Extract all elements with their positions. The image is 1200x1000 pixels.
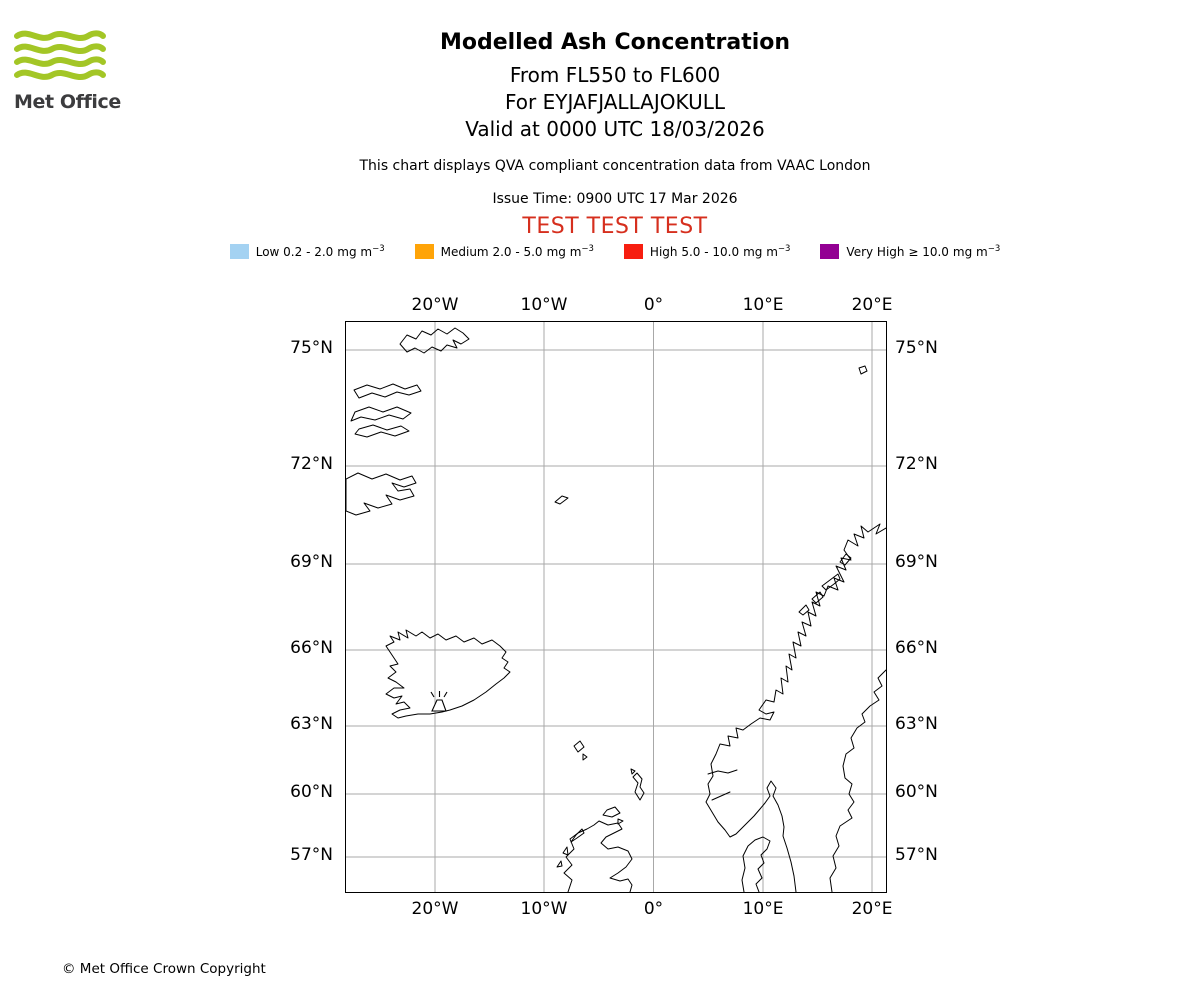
coastline-greenland-fjords <box>350 383 422 438</box>
lon-label-top: 20°W <box>411 295 459 315</box>
lon-label-bottom: 10°W <box>520 899 568 919</box>
concentration-legend: Low 0.2 - 2.0 mg m−3 Medium 2.0 - 5.0 mg… <box>30 244 1200 259</box>
coastline-denmark-jutland <box>741 836 771 892</box>
chart-subtitle-valid-time: Valid at 0000 UTC 18/03/2026 <box>465 117 765 141</box>
coastline-iceland <box>385 629 511 719</box>
lat-label-right: 75°N <box>895 338 938 358</box>
met-office-waves-icon <box>14 30 106 80</box>
legend-unit: mg m−3 <box>337 244 385 259</box>
lon-label-top: 0° <box>643 295 664 315</box>
chart-subtitle-volcano: For EYJAFJALLAJOKULL <box>505 90 725 114</box>
lat-label-left: 75°N <box>290 338 333 358</box>
coastline-scotland <box>563 820 633 892</box>
lon-label-top: 20°E <box>851 295 893 315</box>
qva-compliance-note: This chart displays QVA compliant concen… <box>359 158 871 174</box>
lon-label-top: 10°E <box>742 295 784 315</box>
coastline-bear-island <box>858 365 868 375</box>
lat-label-right: 66°N <box>895 638 938 658</box>
legend-item-low: Low 0.2 - 2.0 mg m−3 <box>229 244 385 259</box>
lat-label-right: 69°N <box>895 552 938 572</box>
lat-label-left: 66°N <box>290 638 333 658</box>
map-canvas <box>346 322 886 892</box>
legend-unit: mg m−3 <box>952 244 1001 259</box>
map-plot-area: 20°W 10°W 0° 10°E 20°E 20°W 10°W 0° 10°E… <box>290 295 938 919</box>
copyright-notice: © Met Office Crown Copyright <box>62 961 266 977</box>
chart-subtitle-flight-levels: From FL550 to FL600 <box>509 63 721 87</box>
legend-label-high: High 5.0 - 10.0 <box>649 244 740 259</box>
lon-label-bottom: 20°E <box>851 899 893 919</box>
lat-label-left: 72°N <box>290 454 333 474</box>
volcano-icon <box>430 691 448 712</box>
coastline-shetland <box>630 768 645 801</box>
lat-label-left: 69°N <box>290 552 333 572</box>
lat-label-right: 72°N <box>895 454 938 474</box>
lon-label-bottom: 20°W <box>411 899 459 919</box>
coastline-norway <box>705 523 886 892</box>
lon-label-bottom: 10°E <box>742 899 784 919</box>
lat-label-right: 57°N <box>895 845 938 865</box>
legend-item-very-high: Very High ≥ 10.0 mg m−3 <box>820 244 1000 259</box>
legend-unit: mg m−3 <box>546 244 594 259</box>
legend-swatch-low <box>229 244 249 259</box>
lon-label-top: 10°W <box>520 295 568 315</box>
lat-label-left: 57°N <box>290 845 333 865</box>
coastline-greenland-north <box>399 327 470 354</box>
legend-label-low: Low 0.2 - 2.0 <box>255 244 334 259</box>
coastline-faroe-islands <box>573 740 588 761</box>
legend-swatch-medium <box>414 244 434 259</box>
lon-label-bottom: 0° <box>643 899 664 919</box>
lat-label-left: 60°N <box>290 782 333 802</box>
coastlines <box>346 327 886 892</box>
met-office-logo-text: Met Office <box>14 91 121 113</box>
coastline-jan-mayen <box>554 495 569 505</box>
issue-time: Issue Time: 0900 UTC 17 Mar 2026 <box>492 191 738 207</box>
lat-label-left: 63°N <box>290 714 333 734</box>
graticule-grid <box>346 322 886 892</box>
test-banner: TEST TEST TEST <box>522 214 708 239</box>
legend-swatch-very-high <box>820 244 840 259</box>
lat-label-right: 63°N <box>895 714 938 734</box>
coastline-hebrides <box>556 828 585 868</box>
lat-label-right: 60°N <box>895 782 938 802</box>
coastline-norway-fjords <box>707 769 738 801</box>
coastline-greenland-scoresby <box>346 472 417 516</box>
chart-title: Modelled Ash Concentration <box>439 30 791 55</box>
coastline-sweden-baltic <box>829 669 886 892</box>
coastline-lofoten-islands <box>798 553 852 616</box>
legend-swatch-high <box>623 244 643 259</box>
met-office-logo: Met Office <box>14 28 124 113</box>
coastline-orkney <box>602 806 624 825</box>
legend-item-high: High 5.0 - 10.0 mg m−3 <box>623 244 791 259</box>
legend-label-very-high: Very High ≥ 10.0 <box>846 244 949 259</box>
legend-unit: mg m−3 <box>743 244 791 259</box>
legend-item-medium: Medium 2.0 - 5.0 mg m−3 <box>414 244 594 259</box>
legend-label-medium: Medium 2.0 - 5.0 <box>440 244 543 259</box>
